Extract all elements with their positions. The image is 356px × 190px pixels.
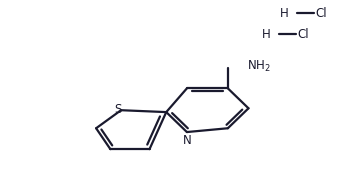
- Text: S: S: [114, 103, 121, 116]
- Text: NH$_2$: NH$_2$: [247, 59, 271, 74]
- Text: H: H: [262, 28, 271, 41]
- Text: Cl: Cl: [298, 28, 309, 41]
- Text: N: N: [183, 134, 191, 147]
- Text: H: H: [279, 7, 288, 20]
- Text: Cl: Cl: [315, 7, 327, 20]
